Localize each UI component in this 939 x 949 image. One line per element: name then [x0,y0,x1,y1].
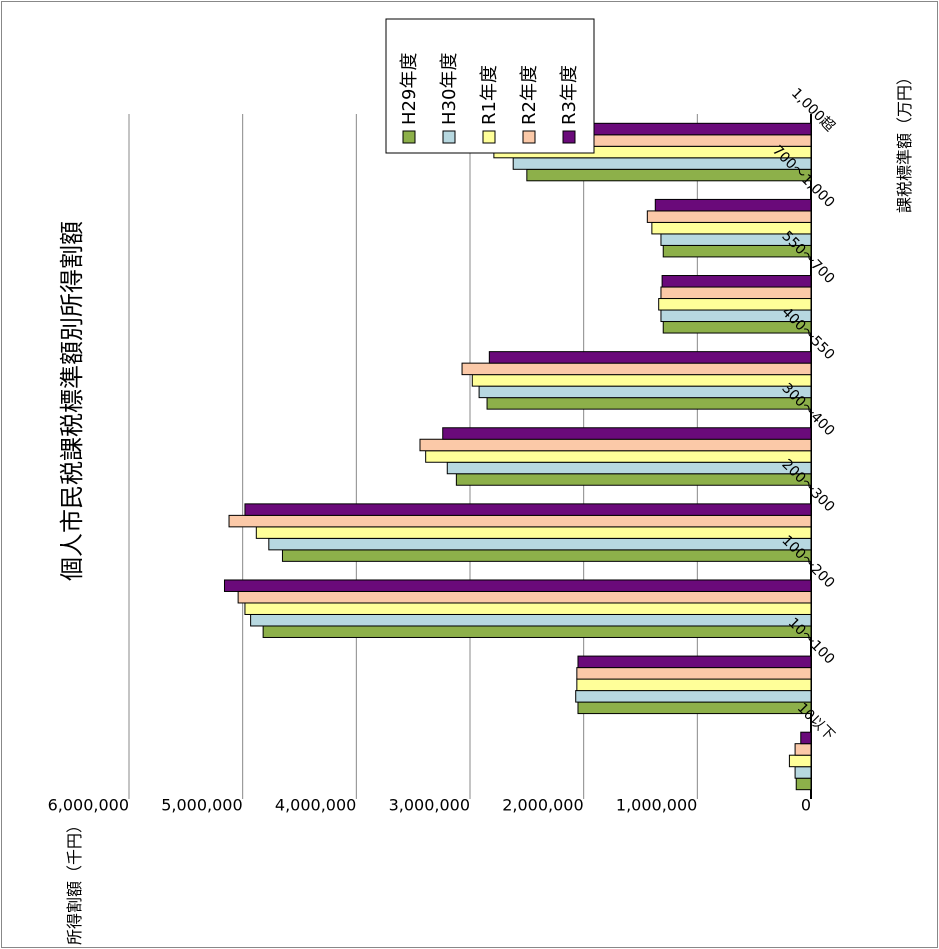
bar [281,549,812,562]
legend-entry: R1年度 [479,65,500,125]
bar [788,754,812,768]
bar [660,286,812,300]
value-tick-label: 1,000,000 [616,796,697,815]
bar [577,701,812,715]
legend-entry: R2年度 [519,65,540,125]
bar [446,461,812,475]
value-tick-labels: 0 1,000,000 2,000,000 3,000,000 4,000,000 5,0… [48,796,811,815]
bar [223,579,812,592]
bar [478,385,812,399]
bar [244,503,812,516]
chart-title: 個人市民税課税標準額別所得割額 [58,221,86,581]
bar [228,514,812,528]
bar [800,731,812,745]
bar [425,450,812,463]
bar [576,678,812,692]
bar [661,275,812,288]
bar [654,198,812,212]
legend-swatch [442,130,456,144]
legend-swatch [482,130,496,144]
bar [526,168,812,182]
legend: H29年度 H30年度 R1年度 R2年度 R3年度 [385,18,595,154]
bar [575,690,812,703]
bar [455,473,812,486]
bar [419,438,812,452]
bar [512,157,812,170]
bar [262,625,812,638]
bar [268,537,812,551]
bar [577,655,812,669]
bar [461,362,812,376]
legend-swatch [562,130,576,144]
bar [646,210,812,223]
legend-entry: H29年度 [399,53,420,125]
bar [471,374,812,387]
bar [486,397,812,410]
value-tick-label: 0 [801,796,811,815]
legend-swatch [522,130,536,144]
legend-entry: H30年度 [439,53,460,125]
bar [794,743,812,756]
bar [255,526,812,539]
bar [488,351,812,364]
bar [250,613,812,627]
bar [794,766,812,779]
value-tick-label: 5,000,000 [161,796,242,815]
value-tick-label: 4,000,000 [275,796,356,815]
bar [244,602,812,615]
bar [795,777,812,791]
legend-swatch [402,130,416,144]
legend-box [385,18,595,154]
value-tick-label: 2,000,000 [502,796,583,815]
value-tick-label: 6,000,000 [48,796,129,815]
bar [237,590,812,604]
value-axis-label: 所得割額（千円） [65,817,84,945]
bar [442,427,812,440]
bar [576,667,812,680]
value-tick-label: 3,000,000 [389,796,470,815]
legend-entry: R3年度 [559,65,580,125]
category-axis-label: 課税標準額（万円） [895,69,914,213]
